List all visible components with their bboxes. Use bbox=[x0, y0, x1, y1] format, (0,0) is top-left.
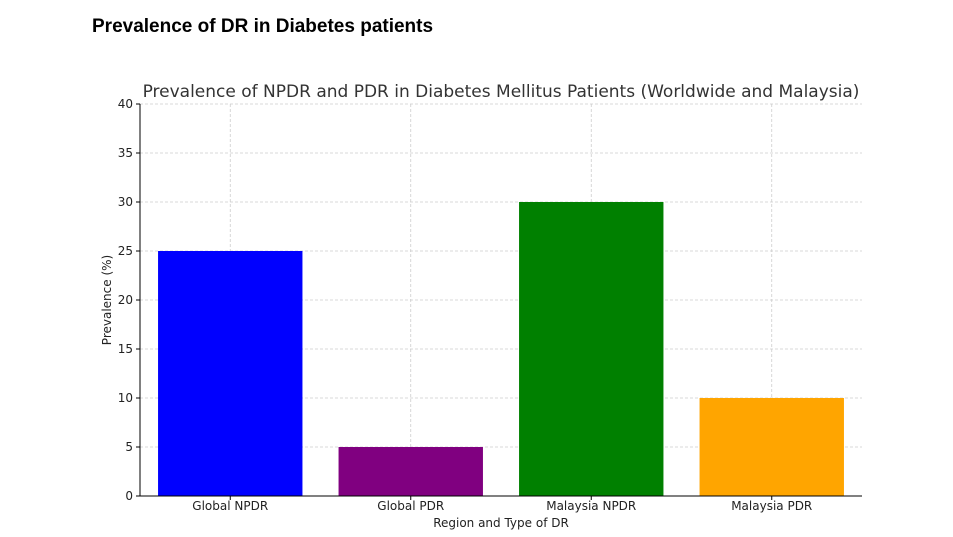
x-tick-label: Malaysia NPDR bbox=[546, 499, 636, 513]
x-tick-label: Global PDR bbox=[377, 499, 444, 513]
bar-malaysia-npdr bbox=[519, 202, 664, 496]
x-tick-label: Malaysia PDR bbox=[731, 499, 812, 513]
y-tick-label: 30 bbox=[118, 195, 133, 209]
chart-title: Prevalence of NPDR and PDR in Diabetes M… bbox=[143, 82, 860, 102]
tick-labels: 0 5 10 15 20 25 30 35 40 Global NPDR Global PDR Mal… bbox=[118, 97, 813, 513]
x-tick-label: Global NPDR bbox=[192, 499, 268, 513]
axes bbox=[136, 103, 862, 500]
y-tick-label: 15 bbox=[118, 342, 133, 356]
y-tick-label: 40 bbox=[118, 97, 133, 111]
y-tick-label: 20 bbox=[118, 293, 133, 307]
y-tick-label: 5 bbox=[125, 440, 133, 454]
bar-global-npdr bbox=[158, 251, 303, 496]
bars bbox=[158, 202, 844, 496]
slide-title: Prevalence of DR in Diabetes patients bbox=[92, 16, 434, 37]
y-tick-label: 0 bbox=[125, 489, 133, 503]
y-axis-label: Prevalence (%) bbox=[100, 255, 114, 345]
y-tick-label: 35 bbox=[118, 146, 133, 160]
bar-global-pdr bbox=[338, 447, 483, 496]
y-tick-label: 10 bbox=[118, 391, 133, 405]
x-axis-label: Region and Type of DR bbox=[433, 516, 569, 530]
bar-malaysia-pdr bbox=[699, 398, 844, 496]
y-tick-label: 25 bbox=[118, 244, 133, 258]
